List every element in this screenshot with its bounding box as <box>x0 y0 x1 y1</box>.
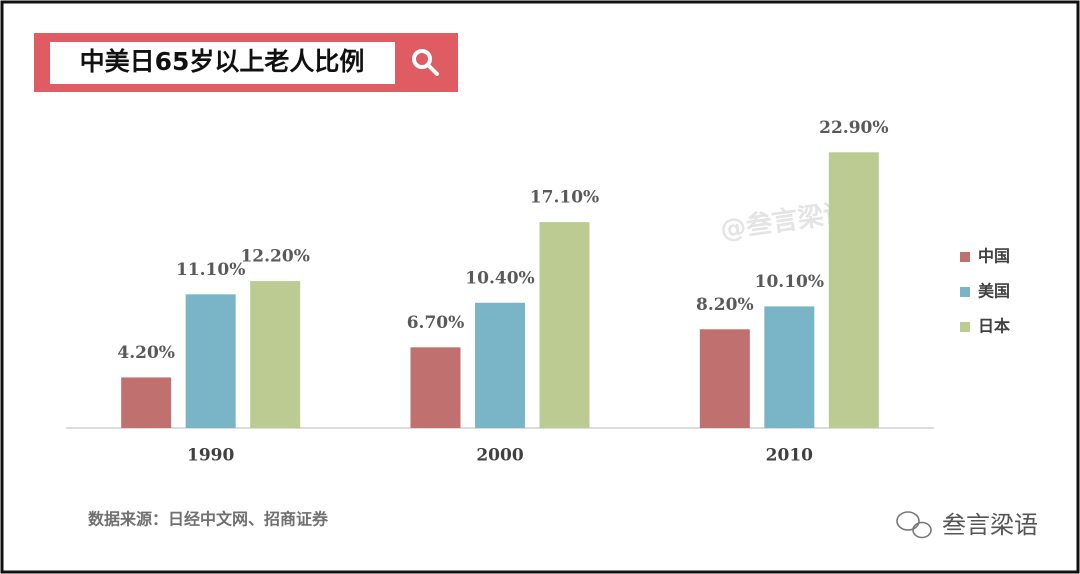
legend-label: 中国 <box>978 247 1010 266</box>
bar <box>410 347 461 428</box>
legend-label: 美国 <box>978 282 1010 301</box>
value-label: 10.40% <box>465 268 534 288</box>
value-label: 6.70% <box>407 313 465 333</box>
bar <box>250 281 301 428</box>
search-icon <box>412 49 439 76</box>
chart-title: 中美日65岁以上老人比例 <box>80 47 365 76</box>
value-label: 8.20% <box>696 295 754 315</box>
value-label: 17.10% <box>530 188 599 208</box>
legend-label: 日本 <box>978 317 1010 336</box>
legend-swatch <box>960 322 970 332</box>
value-label: 4.20% <box>117 343 175 363</box>
source-note: 数据来源：日经中文网、招商证券 <box>88 510 329 529</box>
title-inner <box>50 42 395 84</box>
bar <box>475 302 525 428</box>
bar <box>185 294 236 428</box>
value-label: 11.10% <box>176 260 245 280</box>
legend-swatch <box>960 252 970 262</box>
bar <box>828 152 879 428</box>
wechat-icon <box>896 511 932 539</box>
value-label: 12.20% <box>240 247 309 267</box>
x-tick-label: 1990 <box>187 446 234 466</box>
bar <box>539 222 590 428</box>
bar <box>699 329 750 428</box>
bar <box>764 306 815 428</box>
value-label: 22.90% <box>819 118 888 138</box>
logo-text: 叁言梁语 <box>942 511 1038 539</box>
x-tick-label: 2000 <box>476 446 523 466</box>
bar <box>121 377 172 428</box>
value-label: 10.10% <box>755 272 824 292</box>
x-tick-label: 2010 <box>766 446 813 466</box>
legend-swatch <box>960 287 970 297</box>
